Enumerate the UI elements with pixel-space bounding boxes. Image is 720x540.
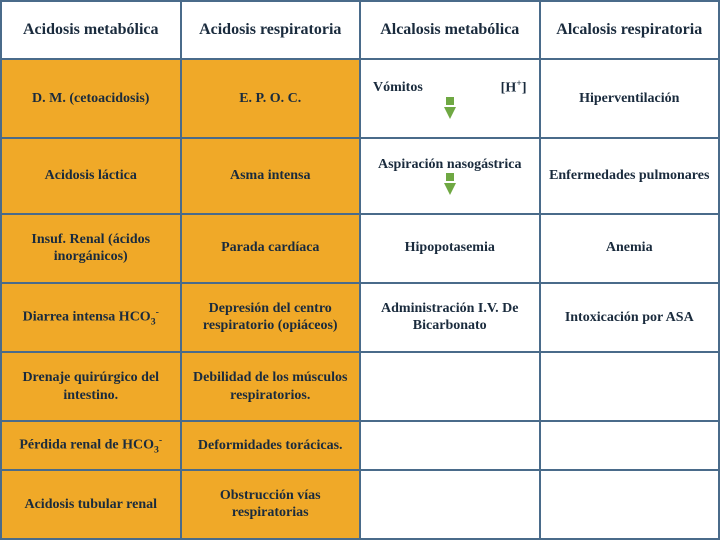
table-cell: D. M. (cetoacidosis) [1,59,181,138]
table-cell: Anemia [540,214,720,283]
table-cell [360,470,540,539]
table-row: Pérdida renal de HCO3-Deformidades torác… [1,421,719,470]
table-cell: E. P. O. C. [181,59,361,138]
table-cell: Hiperventilación [540,59,720,138]
table-cell: Debilidad de los músculos respiratorios. [181,352,361,421]
table-cell: Drenaje quirúrgico del intestino. [1,352,181,421]
table-cell [360,352,540,421]
table-body: D. M. (cetoacidosis)E. P. O. C. Vómitos [H… [1,59,719,539]
table-cell: Vómitos [H+] [360,59,540,138]
table-cell: Insuf. Renal (ácidos inorgánicos) [1,214,181,283]
col-header-1: Acidosis respiratoria [181,1,361,59]
table-cell: Intoxicación por ASA [540,283,720,352]
table-cell: Depresión del centro respiratorio (opiác… [181,283,361,352]
table-cell: Parada cardíaca [181,214,361,283]
acid-base-table: Acidosis metabólica Acidosis respiratori… [0,0,720,540]
table-cell: Hipopotasemia [360,214,540,283]
table-cell: Acidosis láctica [1,138,181,214]
table-cell: Deformidades torácicas. [181,421,361,470]
table-cell: Administración I.V. De Bicarbonato [360,283,540,352]
table-cell [360,421,540,470]
table-row: Acidosis tubular renalObstrucción vías r… [1,470,719,539]
down-arrow-icon [444,183,456,195]
table-row: Drenaje quirúrgico del intestino.Debilid… [1,352,719,421]
table-cell: Pérdida renal de HCO3- [1,421,181,470]
table-row: Acidosis lácticaAsma intensaAspiración n… [1,138,719,214]
table-cell: Aspiración nasogástrica [360,138,540,214]
table-cell [540,470,720,539]
col-header-3: Alcalosis respiratoria [540,1,720,59]
table-row: Insuf. Renal (ácidos inorgánicos)Parada … [1,214,719,283]
table-cell: Asma intensa [181,138,361,214]
table-header-row: Acidosis metabólica Acidosis respiratori… [1,1,719,59]
table-cell [540,352,720,421]
table-cell [540,421,720,470]
table-cell: Obstrucción vías respiratorias [181,470,361,539]
table-cell: Acidosis tubular renal [1,470,181,539]
table-cell: Enfermedades pulmonares [540,138,720,214]
down-arrow-icon [446,173,454,181]
table-row: Diarrea intensa HCO3-Depresión del centr… [1,283,719,352]
cell-text-right: [H+] [501,78,527,97]
down-arrow-icon [446,97,454,105]
down-arrow-icon [444,107,456,119]
table-cell: Diarrea intensa HCO3- [1,283,181,352]
table-row: D. M. (cetoacidosis)E. P. O. C. Vómitos [H… [1,59,719,138]
cell-text-left: Vómitos [373,79,423,97]
col-header-0: Acidosis metabólica [1,1,181,59]
col-header-2: Alcalosis metabólica [360,1,540,59]
